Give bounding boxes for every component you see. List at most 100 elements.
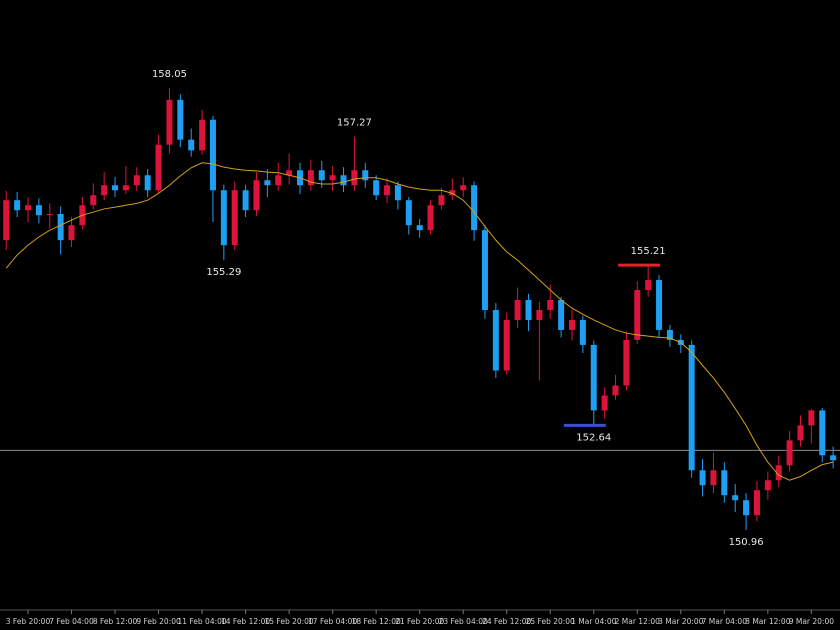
candle-body — [340, 175, 347, 186]
candle-body — [797, 425, 804, 441]
candle-body — [351, 170, 358, 186]
candle-body — [394, 185, 401, 201]
candle-body — [90, 195, 97, 206]
candle-body — [536, 309, 543, 320]
candle-body — [547, 300, 554, 310]
candle-body — [623, 339, 630, 386]
candle-body — [471, 185, 478, 231]
candle-body — [405, 200, 412, 226]
candle-body — [144, 175, 151, 191]
candle-body — [286, 170, 293, 176]
candle-body — [775, 465, 782, 481]
x-tick-label: 7 Feb 04:00 — [49, 617, 94, 626]
candle-body — [14, 200, 21, 211]
x-tick-label: 9 Feb 20:00 — [136, 617, 181, 626]
candle-body — [35, 205, 42, 216]
x-tick-label: 23 Feb 04:00 — [439, 617, 488, 626]
moving-average — [5, 162, 834, 481]
candle-body — [699, 470, 706, 486]
candle-body — [155, 144, 162, 191]
candle-body — [384, 185, 391, 196]
x-tick-label: 25 Feb 20:00 — [526, 617, 575, 626]
candle-body — [481, 230, 488, 310]
annotation-label: 152.64 — [576, 432, 611, 443]
candle-body — [634, 290, 641, 340]
candle-body — [209, 119, 216, 191]
candle-body — [819, 410, 826, 456]
candle-body — [166, 99, 173, 145]
annotation-label: 158.05 — [152, 69, 187, 80]
candle-body — [231, 190, 238, 246]
candle-body — [753, 490, 760, 516]
candle-body — [177, 99, 184, 140]
candle-body — [46, 213, 53, 216]
candle-body — [666, 329, 673, 340]
candle-body — [220, 190, 227, 246]
x-tick-label: 7 Mar 04:00 — [702, 617, 748, 626]
candle-body — [492, 309, 499, 371]
candle-body — [569, 319, 575, 330]
candle-body — [732, 495, 739, 501]
candle-body — [68, 225, 75, 241]
candle-body — [275, 175, 282, 186]
candle-body — [101, 185, 108, 196]
candle-body — [743, 500, 750, 516]
candle-body — [57, 213, 64, 241]
candle-body — [656, 280, 663, 330]
candle-body — [416, 225, 423, 231]
candle-body — [199, 119, 206, 151]
candle-body — [514, 300, 521, 320]
candle-body — [786, 440, 793, 466]
candle-body — [764, 480, 771, 491]
candle-body — [3, 200, 10, 241]
candle-body — [449, 190, 456, 196]
candle-body — [710, 470, 717, 486]
candle-body — [373, 180, 380, 196]
candle-body — [558, 300, 565, 330]
candle-body — [427, 205, 434, 231]
candle-body — [253, 180, 260, 211]
candle-body — [830, 455, 837, 461]
candle-body — [460, 185, 467, 191]
candle-body — [188, 139, 195, 151]
candle-body — [25, 205, 31, 211]
candle-body — [808, 410, 815, 426]
candle-body — [612, 385, 619, 396]
candle-body — [579, 319, 586, 345]
candle-body — [601, 395, 608, 411]
candle-body — [590, 344, 597, 411]
candle-body — [525, 300, 532, 320]
x-tick-label: 8 Mar 12:00 — [745, 617, 791, 626]
candle-body — [242, 190, 249, 211]
x-tick-label: 9 Mar 20:00 — [789, 617, 835, 626]
x-tick-label: 8 Feb 12:00 — [93, 617, 138, 626]
x-tick-label: 14 Feb 12:00 — [221, 617, 270, 626]
x-tick-label: 11 Feb 04:00 — [177, 617, 226, 626]
candle-body — [645, 280, 652, 291]
candle-body — [721, 470, 728, 496]
candle-body — [362, 170, 369, 181]
candle-body — [318, 170, 325, 181]
x-tick-label: 3 Feb 20:00 — [6, 617, 51, 626]
candle-body — [329, 175, 336, 181]
candle-body — [438, 195, 445, 206]
annotation-label: 157.27 — [337, 118, 372, 129]
x-tick-label: 21 Feb 20:00 — [395, 617, 444, 626]
candle-body — [122, 185, 129, 191]
annotation-label: 155.29 — [206, 267, 241, 278]
x-tick-label: 3 Mar 20:00 — [658, 617, 704, 626]
annotation-label: 155.21 — [631, 246, 666, 257]
x-tick-label: 24 Feb 12:00 — [482, 617, 531, 626]
x-tick-label: 2 Mar 12:00 — [615, 617, 661, 626]
annotation-label: 150.96 — [729, 537, 764, 548]
x-tick-label: 15 Feb 20:00 — [265, 617, 314, 626]
candle-body — [264, 180, 271, 186]
x-tick-label: 18 Feb 12:00 — [352, 617, 401, 626]
candle-body — [688, 344, 695, 471]
x-tick-label: 1 Mar 04:00 — [571, 617, 617, 626]
candle-body — [112, 185, 119, 191]
candle-body — [133, 175, 140, 186]
candle-body — [307, 170, 314, 186]
